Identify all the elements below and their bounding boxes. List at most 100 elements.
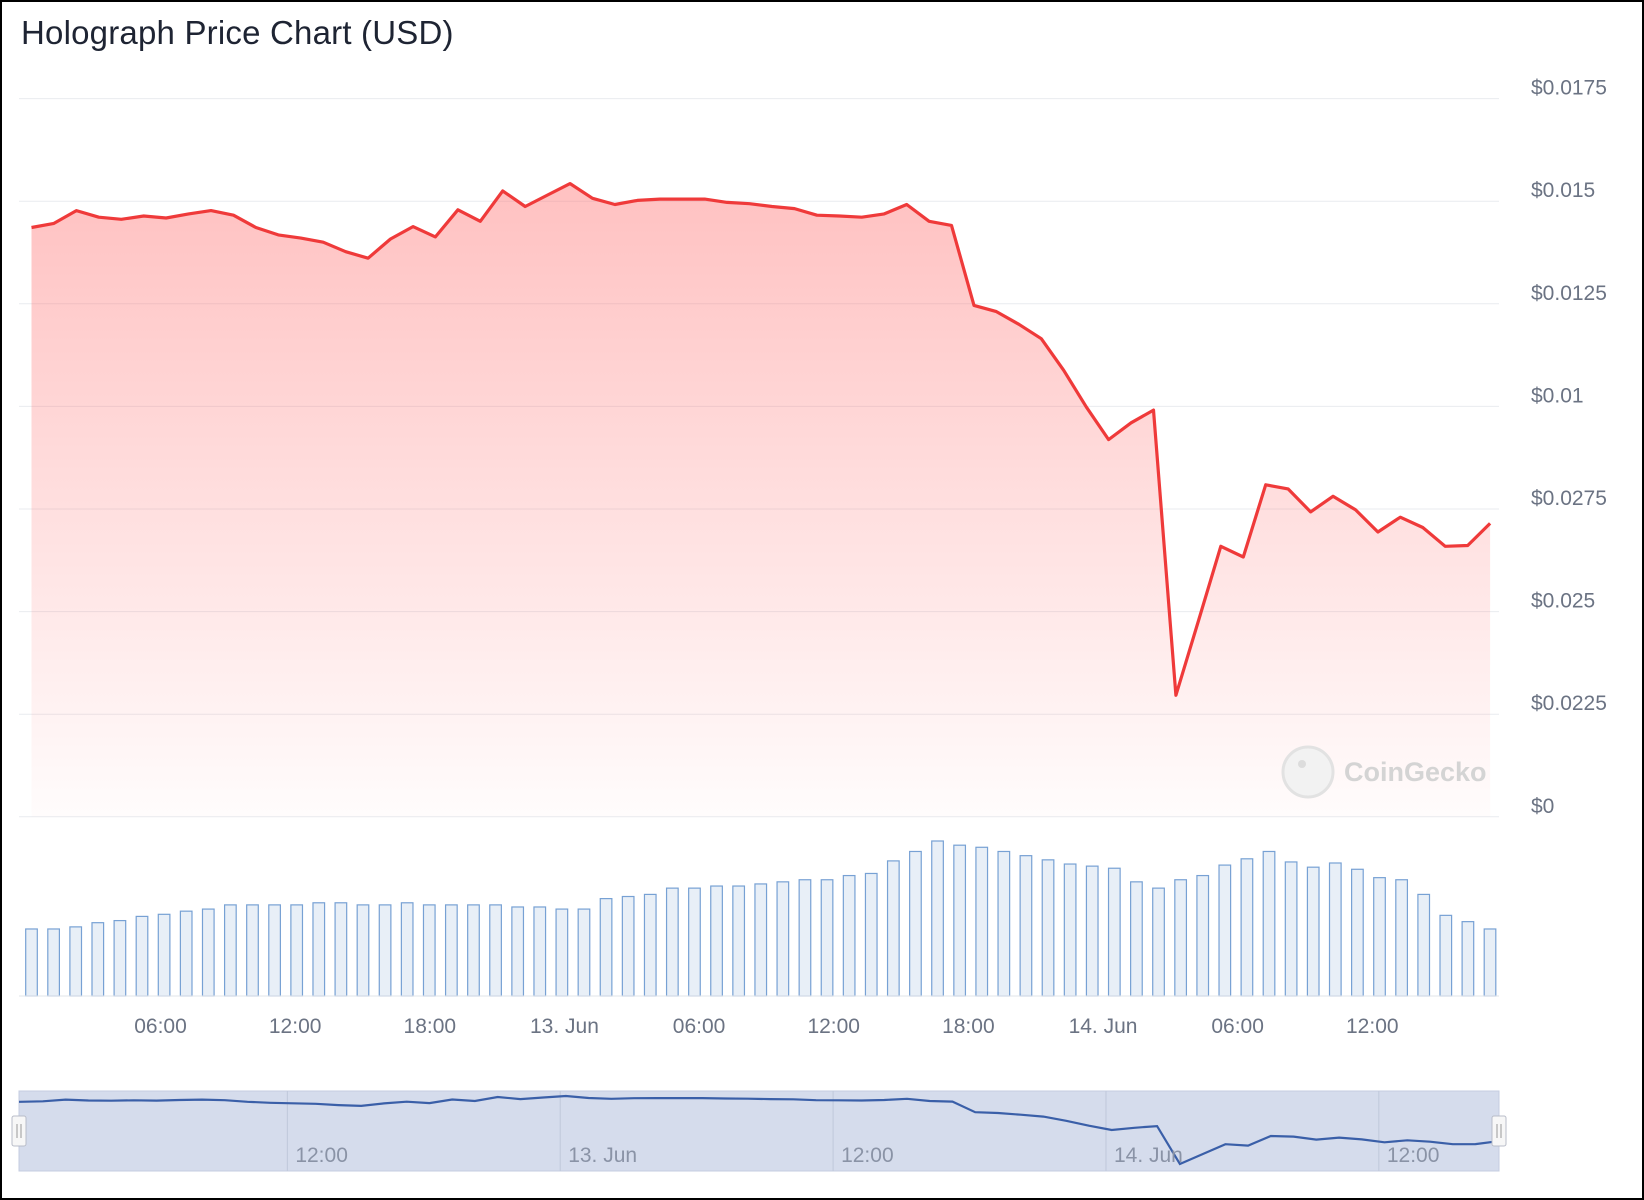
navigator[interactable]: 12:00 13. Jun 12:00 14. Jun 12:00 (11, 1090, 1507, 1172)
volume-bar (599, 898, 613, 997)
price-line (31, 182, 1492, 697)
volume-bar (909, 850, 922, 997)
volume-bar (1417, 893, 1431, 997)
y-tick-label: $0.025 (1531, 590, 1595, 613)
x-tick-label: 13. Jun (530, 1015, 599, 1038)
volume-bar (1351, 868, 1364, 997)
volume-bar (1439, 914, 1453, 997)
volume-bar (378, 904, 392, 997)
x-tick-label: 12:00 (807, 1015, 860, 1038)
volume-bar (113, 919, 127, 997)
volume-bar (290, 904, 304, 997)
coingecko-watermark: CoinGecko (1281, 745, 1487, 799)
volume-bar (776, 881, 790, 997)
volume-bar (135, 915, 149, 997)
volume-bar (754, 883, 768, 997)
volume-bar (1483, 928, 1497, 997)
volume-bar (732, 885, 746, 997)
navigator-tick-label: 12:00 (1387, 1144, 1440, 1167)
volume-bar (842, 874, 856, 997)
volume-bar (621, 895, 635, 997)
x-tick-label: 14. Jun (1069, 1015, 1138, 1038)
chart-title: Holograph Price Chart (USD) (21, 14, 454, 51)
volume-bar (886, 860, 900, 997)
volume-bar (997, 850, 1011, 997)
navigator-tick-label: 12:00 (841, 1144, 894, 1167)
navigator-range[interactable] (18, 1090, 1500, 1172)
volume-bar (1041, 859, 1055, 997)
volume-bar (91, 922, 105, 997)
navigator-handle-right[interactable] (1491, 1115, 1507, 1147)
navigator-tick-label: 14. Jun (1114, 1144, 1183, 1167)
volume-bar (334, 902, 348, 997)
volume-bar (511, 906, 525, 997)
x-axis-labels: 06:00 12:00 18:00 13. Jun 06:00 12:00 18:00 14.… (134, 1015, 1398, 1038)
volume-bar (975, 846, 989, 997)
volume-bar (489, 904, 502, 997)
x-tick-label: 06:00 (673, 1015, 726, 1038)
volume-bar (1152, 887, 1165, 997)
volume-bar (688, 887, 701, 997)
navigator-tick-label: 12:00 (295, 1144, 348, 1167)
volume-bar (312, 902, 326, 997)
x-tick-label: 06:00 (134, 1015, 187, 1038)
y-tick-label: $0.01 (1531, 384, 1584, 407)
navigator-tick-label: 13. Jun (568, 1144, 637, 1167)
volume-bar (356, 904, 370, 997)
x-tick-label: 06:00 (1211, 1015, 1264, 1038)
y-tick-label: $0.0275 (1531, 487, 1607, 510)
navigator-line (19, 1094, 1499, 1166)
volume-bar (422, 904, 436, 997)
volume-bar (467, 904, 480, 997)
volume-bar (798, 879, 812, 997)
x-tick-label: 18:00 (404, 1015, 457, 1038)
x-tick-label: 18:00 (942, 1015, 995, 1038)
volume-bar (1240, 858, 1254, 997)
volume-bar (47, 928, 60, 997)
y-tick-label: $0.015 (1531, 179, 1595, 202)
volume-bar (931, 840, 944, 997)
volume-bar (1328, 862, 1342, 997)
volume-bar (1019, 855, 1033, 997)
volume-bar (246, 904, 259, 997)
volume-bar (444, 904, 458, 997)
volume-bar (953, 844, 967, 997)
volume-bar (400, 902, 414, 997)
y-tick-label: $0.0125 (1531, 282, 1607, 305)
volume-bar (179, 910, 193, 997)
volume-bar (1107, 867, 1121, 997)
price-area (31, 183, 1491, 817)
volume-bar (665, 887, 679, 997)
volume-bar (533, 906, 547, 997)
volume-bar (268, 904, 281, 997)
volume-bar (1218, 864, 1232, 997)
volume-bar (1284, 861, 1298, 997)
volume-bar (1130, 881, 1143, 997)
volume-bar (1196, 874, 1210, 997)
volume-bar (157, 913, 171, 997)
volume-bars (19, 840, 1499, 997)
y-tick-label: $0.0225 (1531, 692, 1607, 715)
volume-bar (820, 879, 834, 997)
volume-bar (1063, 863, 1077, 997)
y-tick-label: $0.0175 (1531, 77, 1607, 100)
volume-bar (577, 908, 591, 997)
volume-bar (1461, 921, 1475, 997)
volume-bar (710, 885, 723, 997)
volume-bar (643, 893, 657, 997)
volume-bar (1085, 865, 1099, 997)
volume-bar (223, 904, 237, 997)
gecko-logo-icon (1281, 745, 1335, 799)
volume-bar (1373, 877, 1386, 997)
volume-bar (25, 928, 38, 997)
volume-bar (1174, 879, 1188, 997)
x-tick-label: 12:00 (1346, 1015, 1399, 1038)
volume-bar (1306, 866, 1320, 997)
volume-bar (555, 908, 569, 997)
volume-bar (864, 872, 878, 997)
y-tick-label: $0 (1531, 795, 1554, 818)
volume-bar (1262, 850, 1276, 997)
navigator-handle-left[interactable] (11, 1115, 27, 1147)
